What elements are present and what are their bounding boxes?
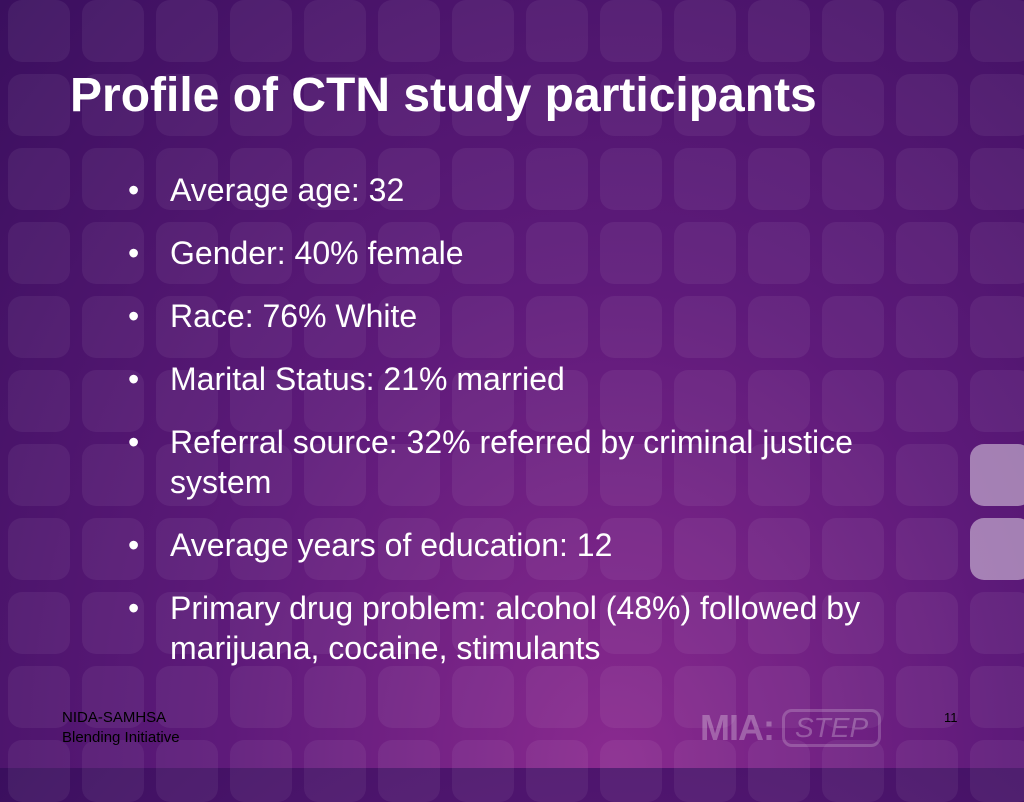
bullet-primary-drug: Primary drug problem: alcohol (48%) foll…: [128, 588, 928, 668]
footer-org-line1: NIDA-SAMHSA: [62, 709, 167, 726]
bullet-referral-source: Referral source: 32% referred by crimina…: [128, 422, 928, 502]
logo-sub-text: STEP: [781, 709, 882, 747]
page-number: 11: [944, 710, 958, 725]
bullet-average-age: Average age: 32: [128, 170, 928, 210]
slide-title: Profile of CTN study participants: [70, 69, 817, 122]
mia-step-logo: MIA: STEP: [700, 702, 890, 754]
footer-org-line2: Blending Initiative: [62, 729, 180, 746]
bullet-race: Race: 76% White: [128, 296, 928, 336]
bullet-gender: Gender: 40% female: [128, 233, 928, 273]
bullet-marital-status: Marital Status: 21% married: [128, 359, 928, 399]
bullet-list: Average age: 32 Gender: 40% female Race:…: [128, 170, 928, 691]
logo-main-text: MIA:: [700, 707, 775, 748]
footer-organization: NIDA-SAMHSA Blending Initiative: [62, 708, 180, 748]
bullet-education: Average years of education: 12: [128, 525, 928, 565]
